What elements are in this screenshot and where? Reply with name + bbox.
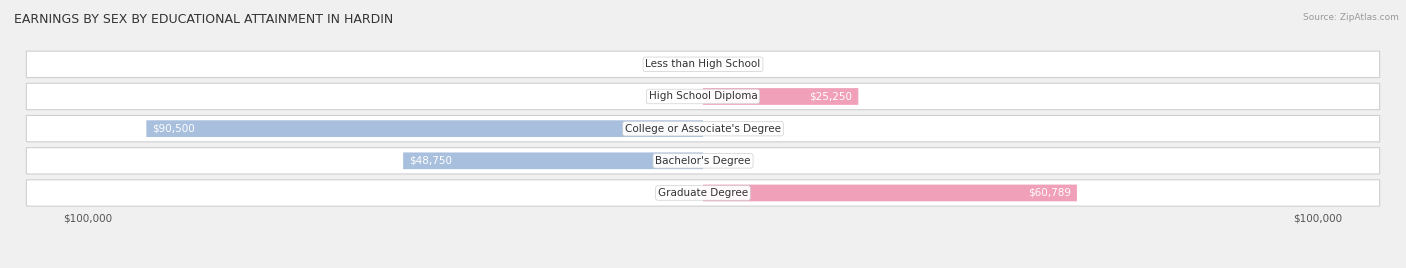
- Text: Bachelor's Degree: Bachelor's Degree: [655, 156, 751, 166]
- Text: Graduate Degree: Graduate Degree: [658, 188, 748, 198]
- Text: $0: $0: [713, 156, 725, 166]
- Text: $0: $0: [681, 188, 693, 198]
- Text: High School Diploma: High School Diploma: [648, 91, 758, 102]
- Text: Source: ZipAtlas.com: Source: ZipAtlas.com: [1303, 13, 1399, 23]
- FancyBboxPatch shape: [703, 185, 1077, 201]
- FancyBboxPatch shape: [27, 148, 1379, 174]
- Text: $0: $0: [681, 59, 693, 69]
- Text: $0: $0: [713, 59, 725, 69]
- FancyBboxPatch shape: [27, 83, 1379, 110]
- Text: $0: $0: [713, 124, 725, 134]
- FancyBboxPatch shape: [703, 88, 858, 105]
- Text: Less than High School: Less than High School: [645, 59, 761, 69]
- Text: $25,250: $25,250: [810, 91, 852, 102]
- FancyBboxPatch shape: [27, 116, 1379, 142]
- Text: $90,500: $90,500: [152, 124, 195, 134]
- FancyBboxPatch shape: [27, 51, 1379, 77]
- FancyBboxPatch shape: [146, 120, 703, 137]
- Text: College or Associate's Degree: College or Associate's Degree: [626, 124, 780, 134]
- FancyBboxPatch shape: [404, 152, 703, 169]
- Text: $0: $0: [681, 91, 693, 102]
- FancyBboxPatch shape: [27, 180, 1379, 206]
- Text: $48,750: $48,750: [409, 156, 453, 166]
- Text: EARNINGS BY SEX BY EDUCATIONAL ATTAINMENT IN HARDIN: EARNINGS BY SEX BY EDUCATIONAL ATTAINMEN…: [14, 13, 394, 27]
- Text: $60,789: $60,789: [1028, 188, 1071, 198]
